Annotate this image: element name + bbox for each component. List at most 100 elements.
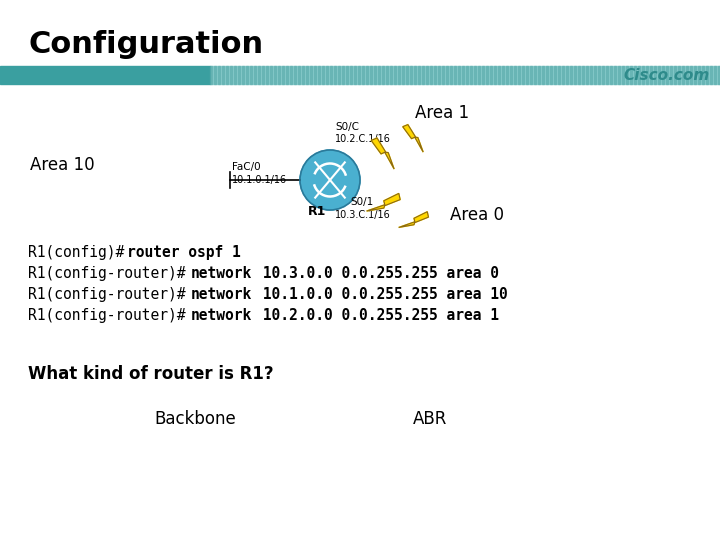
Text: 10.3.0.0 0.0.255.255 area 0: 10.3.0.0 0.0.255.255 area 0: [254, 266, 499, 281]
Bar: [346, 66, 348, 84]
Bar: [294, 66, 296, 84]
Bar: [238, 66, 240, 84]
Bar: [614, 66, 616, 84]
Bar: [694, 66, 696, 84]
Bar: [410, 66, 412, 84]
Bar: [302, 66, 304, 84]
Bar: [242, 66, 244, 84]
Bar: [246, 66, 248, 84]
Bar: [630, 66, 632, 84]
Bar: [466, 66, 468, 84]
Text: FaC/0: FaC/0: [232, 162, 261, 172]
Bar: [522, 66, 524, 84]
Bar: [386, 66, 388, 84]
Bar: [290, 66, 292, 84]
Bar: [318, 66, 320, 84]
Bar: [234, 66, 236, 84]
Bar: [674, 66, 676, 84]
Bar: [366, 66, 368, 84]
Bar: [298, 66, 300, 84]
Bar: [542, 66, 544, 84]
Bar: [430, 66, 432, 84]
Bar: [518, 66, 520, 84]
Bar: [686, 66, 688, 84]
Bar: [226, 66, 228, 84]
Text: 10.2.C.1/16: 10.2.C.1/16: [335, 134, 391, 144]
Bar: [354, 66, 356, 84]
Bar: [442, 66, 444, 84]
Bar: [338, 66, 340, 84]
Bar: [566, 66, 568, 84]
Bar: [494, 66, 496, 84]
Bar: [250, 66, 252, 84]
Bar: [210, 66, 720, 84]
Bar: [642, 66, 644, 84]
Bar: [682, 66, 684, 84]
Bar: [222, 66, 224, 84]
Bar: [570, 66, 572, 84]
Bar: [470, 66, 472, 84]
Bar: [342, 66, 344, 84]
Bar: [718, 66, 720, 84]
Bar: [262, 66, 264, 84]
Bar: [526, 66, 528, 84]
Bar: [650, 66, 652, 84]
Text: R1(config-router)#: R1(config-router)#: [28, 287, 186, 302]
Text: router ospf 1: router ospf 1: [127, 245, 241, 260]
Bar: [574, 66, 576, 84]
Bar: [698, 66, 700, 84]
Bar: [594, 66, 596, 84]
Bar: [710, 66, 712, 84]
Bar: [626, 66, 628, 84]
Bar: [598, 66, 600, 84]
Text: network: network: [191, 308, 252, 323]
Bar: [670, 66, 672, 84]
Bar: [458, 66, 460, 84]
Bar: [658, 66, 660, 84]
Bar: [498, 66, 500, 84]
Bar: [510, 66, 512, 84]
Bar: [506, 66, 508, 84]
Bar: [558, 66, 560, 84]
Bar: [478, 66, 480, 84]
Bar: [530, 66, 532, 84]
Bar: [550, 66, 552, 84]
Bar: [390, 66, 392, 84]
Bar: [678, 66, 680, 84]
Bar: [374, 66, 376, 84]
Bar: [638, 66, 640, 84]
Bar: [370, 66, 372, 84]
Bar: [278, 66, 280, 84]
Bar: [514, 66, 516, 84]
Bar: [362, 66, 364, 84]
Bar: [378, 66, 380, 84]
Bar: [610, 66, 612, 84]
Text: Cisco.com: Cisco.com: [624, 68, 710, 83]
Bar: [706, 66, 708, 84]
Bar: [534, 66, 536, 84]
Bar: [482, 66, 484, 84]
Bar: [462, 66, 464, 84]
Bar: [434, 66, 436, 84]
Bar: [690, 66, 692, 84]
Bar: [474, 66, 476, 84]
Bar: [538, 66, 540, 84]
Bar: [618, 66, 620, 84]
Bar: [490, 66, 492, 84]
Bar: [606, 66, 608, 84]
Text: R1: R1: [308, 205, 326, 218]
Text: 10.1.0.0 0.0.255.255 area 10: 10.1.0.0 0.0.255.255 area 10: [254, 287, 508, 302]
Bar: [450, 66, 452, 84]
Text: 10.3.C.1/16: 10.3.C.1/16: [335, 210, 391, 220]
Bar: [266, 66, 268, 84]
Text: 10.2.0.0 0.0.255.255 area 1: 10.2.0.0 0.0.255.255 area 1: [254, 308, 499, 323]
Text: Configuration: Configuration: [28, 30, 263, 59]
Bar: [454, 66, 456, 84]
Bar: [218, 66, 220, 84]
Bar: [230, 66, 232, 84]
Text: network: network: [191, 287, 252, 302]
Bar: [314, 66, 316, 84]
Bar: [446, 66, 448, 84]
Bar: [486, 66, 488, 84]
Bar: [634, 66, 636, 84]
